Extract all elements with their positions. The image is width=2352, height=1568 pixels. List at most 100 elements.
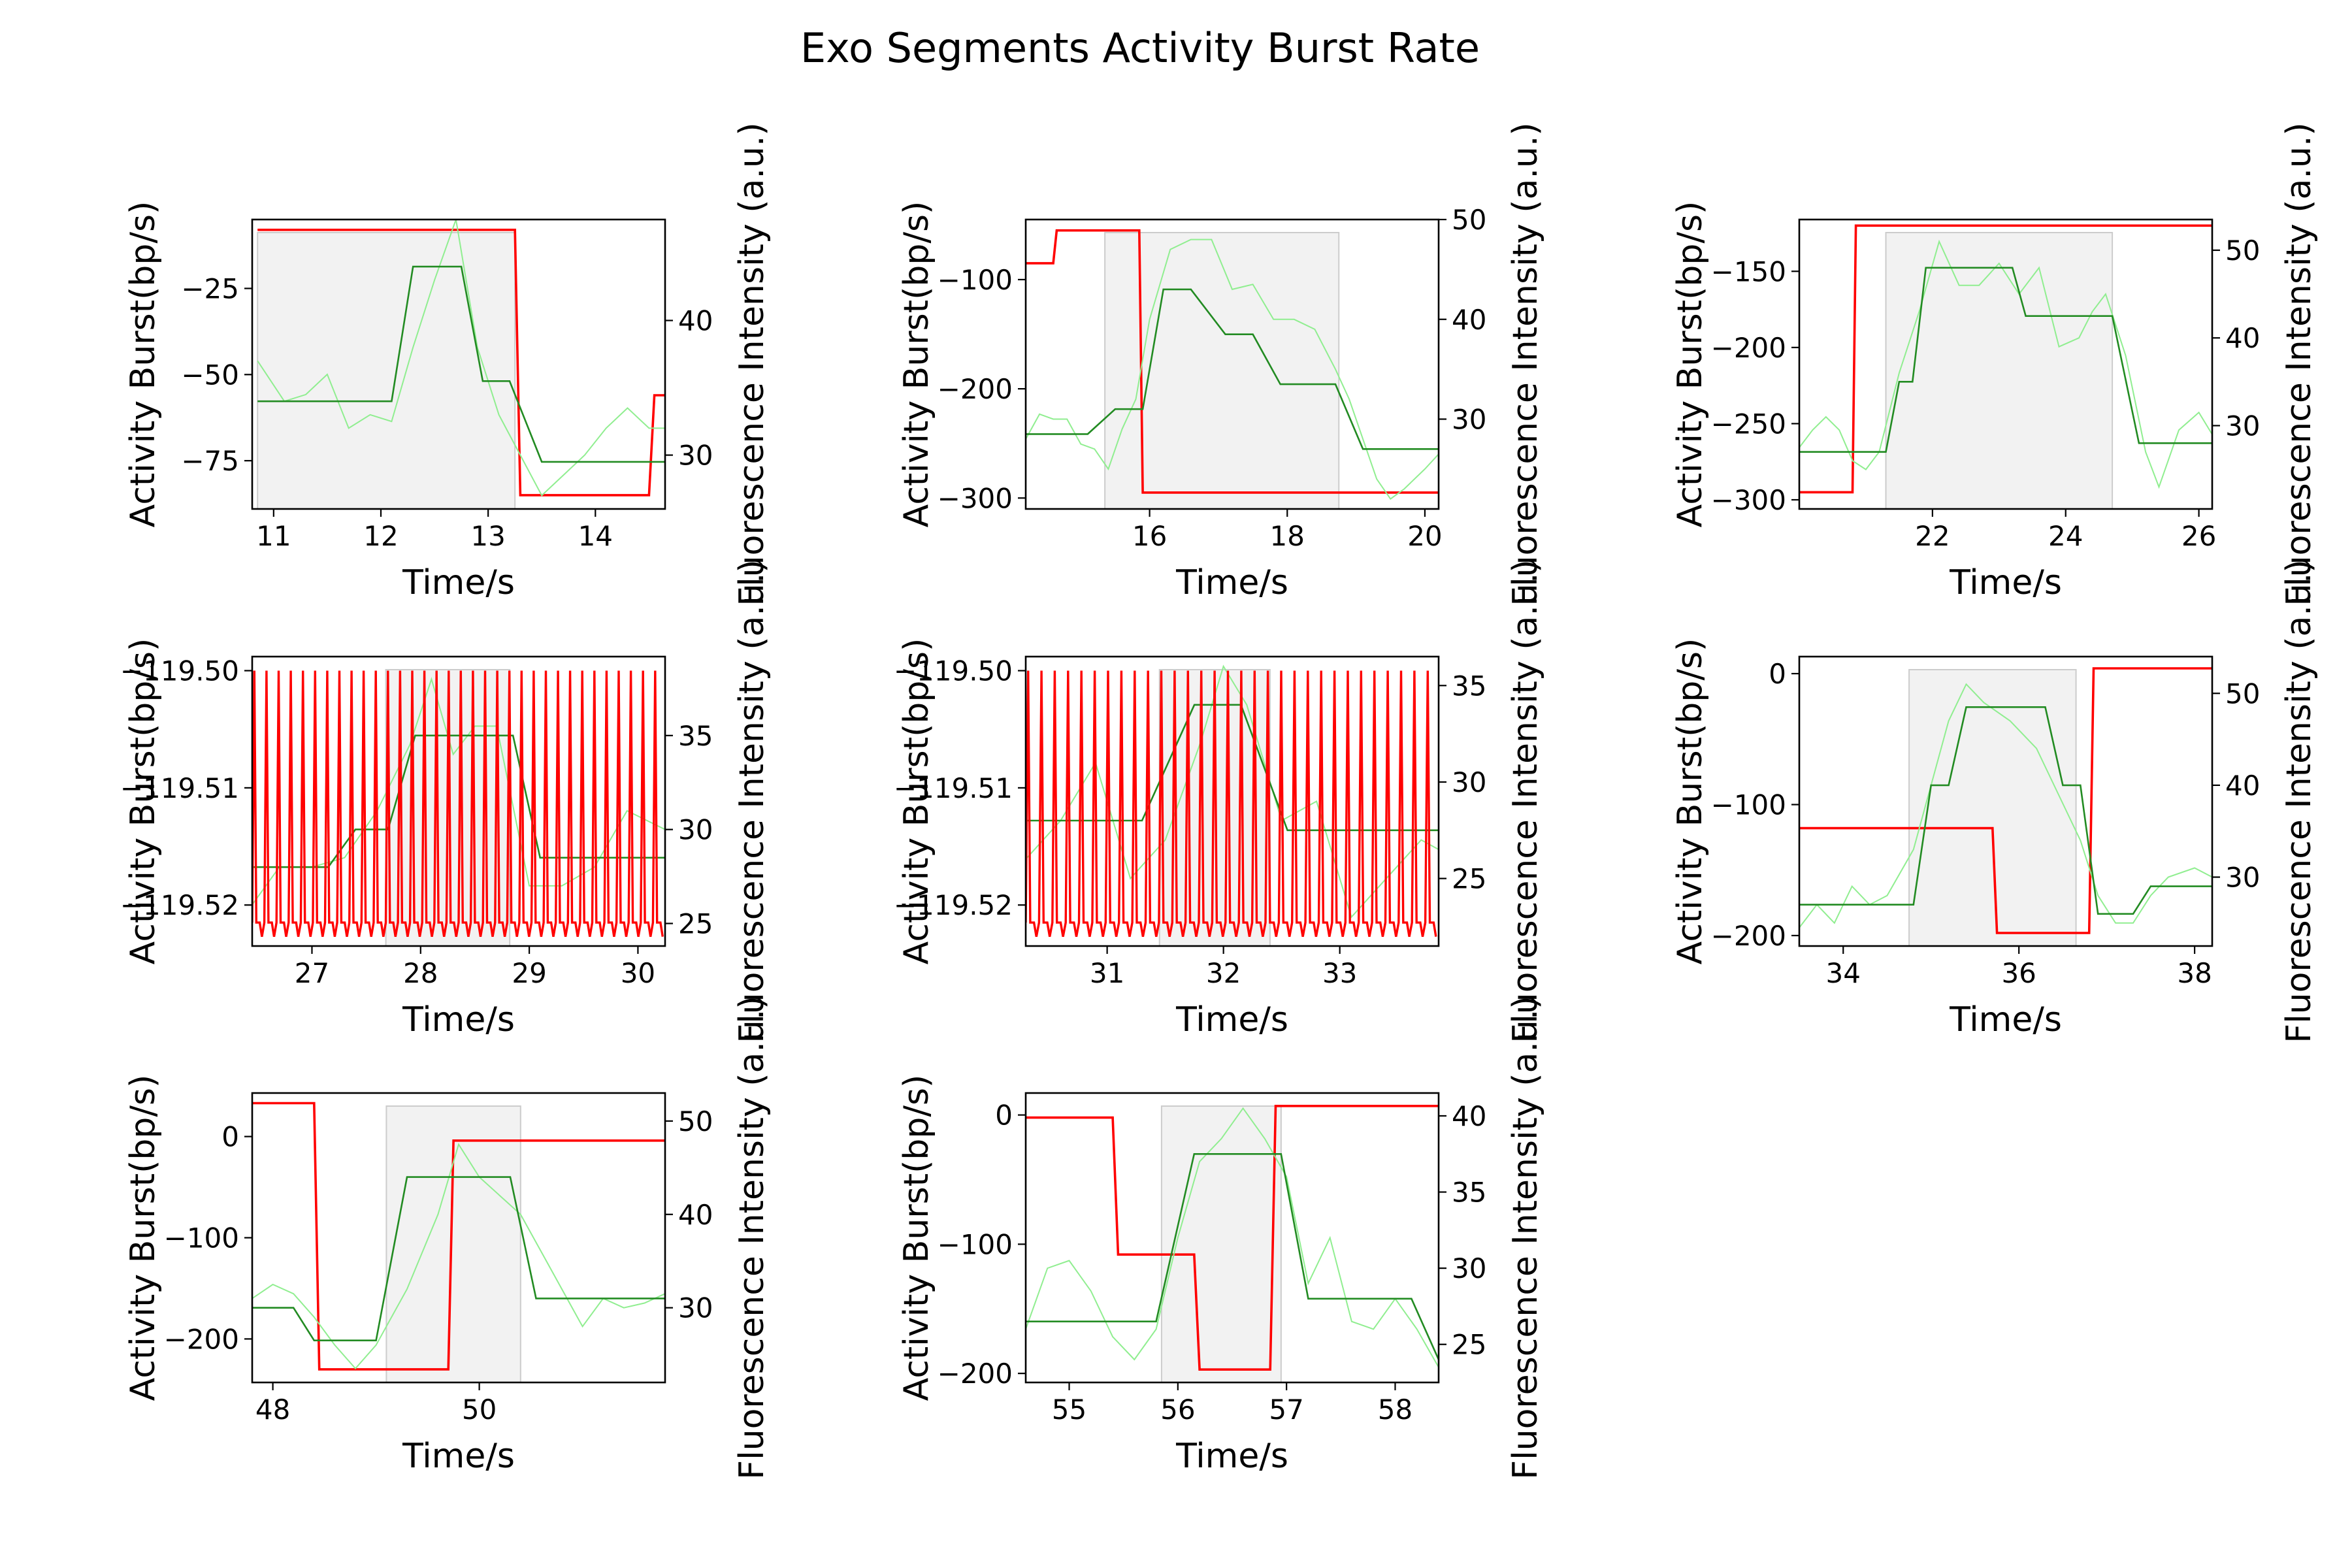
x-tick-label: 58	[1378, 1394, 1413, 1426]
figure-title: Exo Segments Activity Burst Rate	[800, 24, 1480, 72]
y-right-tick-label: 30	[1452, 1252, 1486, 1284]
subplot-6: 34 36 38 −200 −100 0 30 40 50 Time/s Activity Burs…	[1671, 559, 2319, 1043]
y-left-tick-label: −300	[938, 482, 1013, 514]
y-left-tick-label: −119.51	[894, 772, 1013, 804]
y-right-tick-label: 30	[1452, 404, 1486, 436]
axes-frame	[251, 218, 666, 510]
subplot-5: 31 32 33 −119.52 −119.51 −119.50 25 30 35 Time/s A…	[894, 559, 1545, 1043]
x-tick-label: 56	[1160, 1394, 1195, 1426]
axes-frame	[1024, 655, 1440, 947]
y-left-tick-label: −200	[1711, 920, 1786, 952]
burst-rate-line	[1799, 224, 2212, 494]
fluorescence-raw-line	[1799, 239, 2212, 489]
y-right-axis-label: Fluorescence Intensity (a.u.)	[1506, 996, 1545, 1479]
x-axis-label: Time/s	[1949, 563, 2062, 602]
y-right-axis-label: Fluorescence Intensity (a.u.)	[2279, 559, 2319, 1043]
y-right-tick-label: 30	[678, 814, 713, 846]
fluorescence-raw-line	[1026, 664, 1439, 919]
y-left-axis-label: Activity Burst(bp/s)	[897, 638, 936, 965]
y-right-axis-label: Fluorescence Intensity (a.u.)	[1506, 559, 1545, 1043]
y-right-tick-label: 40	[1452, 1100, 1486, 1132]
y-left-tick-label: −200	[1711, 332, 1786, 364]
y-left-tick-label: 0	[221, 1121, 239, 1153]
y-right-tick-label: 35	[1452, 670, 1486, 702]
x-tick-label: 11	[256, 520, 291, 552]
burst-rate-oscillation	[1026, 670, 1437, 938]
x-tick-label: 48	[255, 1394, 290, 1426]
x-tick-label: 18	[1270, 520, 1305, 552]
y-left-tick-label: −25	[181, 272, 239, 304]
y-right-axis-label: Fluorescence Intensity (a.u.)	[732, 122, 772, 606]
subplot-4: 27 28 29 30 −119.52 −119.51 −119.50 25 30 35 Time/…	[120, 559, 772, 1043]
fluorescence-raw-line	[252, 1143, 665, 1370]
x-tick-label: 36	[2001, 957, 2036, 989]
fluorescence-raw-line	[1799, 683, 2212, 928]
x-tick-label: 24	[2048, 520, 2083, 552]
x-axis-label: Time/s	[1949, 1000, 2062, 1039]
x-tick-label: 16	[1132, 520, 1167, 552]
x-tick-label: 38	[2177, 957, 2212, 989]
subplot-7: 48 50 −200 −100 0 30 40 50 Time/s Activity Burst(…	[123, 996, 772, 1479]
y-right-tick-label: 40	[678, 305, 713, 337]
plot-area	[257, 220, 665, 509]
y-right-tick-label: 50	[678, 1105, 713, 1137]
plot-area	[252, 1102, 665, 1382]
x-tick-label: 12	[363, 520, 398, 552]
y-left-tick-label: −50	[181, 359, 239, 391]
y-right-tick-label: 40	[678, 1199, 713, 1231]
fluorescence-raw-line	[1026, 238, 1439, 500]
x-tick-label: 32	[1206, 957, 1241, 989]
fluorescence-raw-line	[257, 220, 665, 497]
y-left-tick-label: 0	[1769, 658, 1786, 690]
burst-rate-oscillation	[252, 670, 664, 937]
y-left-tick-label: −100	[1711, 789, 1786, 821]
axes-frame	[1024, 218, 1440, 510]
fluorescence-step-line	[252, 1176, 665, 1341]
burst-rate-line	[1799, 667, 2212, 934]
y-right-axis-label: Fluorescence Intensity (a.u.)	[2279, 122, 2319, 606]
fluorescence-step-line	[1799, 706, 2212, 915]
y-right-axis-label: Fluorescence Intensity (a.u.)	[1506, 122, 1545, 606]
y-right-tick-label: 35	[1452, 1177, 1486, 1209]
y-right-tick-label: 30	[2225, 862, 2260, 894]
plot-area	[1799, 224, 2212, 509]
x-tick-label: 33	[1322, 957, 1357, 989]
y-right-tick-label: 30	[2225, 410, 2260, 442]
x-tick-label: 22	[1915, 520, 1950, 552]
y-left-axis-label: Activity Burst(bp/s)	[897, 201, 936, 528]
subplot-8: 55 56 57 58 −200 −100 0 25 30 35 40 Time/s Activity …	[897, 996, 1545, 1479]
y-left-tick-label: −150	[1711, 255, 1786, 287]
y-left-tick-label: −250	[1711, 408, 1786, 440]
x-tick-label: 31	[1090, 957, 1124, 989]
subplot-1: 11 12 13 14 −75 −50 −25 30 40 Time/s Activity Burs…	[123, 122, 772, 606]
fluorescence-step-line	[1799, 267, 2212, 453]
shaded-region	[1885, 232, 2114, 509]
y-left-tick-label: −100	[938, 1228, 1013, 1260]
x-axis-label: Time/s	[1175, 1000, 1288, 1039]
y-left-tick-label: −119.50	[894, 655, 1013, 687]
y-right-tick-label: 50	[1452, 204, 1486, 236]
x-axis-label: Time/s	[402, 1000, 515, 1039]
axes-frame	[1798, 218, 2213, 510]
y-right-tick-label: 25	[1452, 863, 1486, 895]
axes-frame	[1024, 1092, 1440, 1384]
x-tick-label: 13	[470, 520, 505, 552]
fluorescence-step-line	[257, 265, 665, 463]
y-right-tick-label: 40	[2225, 770, 2260, 802]
x-tick-label: 14	[578, 520, 613, 552]
y-right-tick-label: 50	[2225, 235, 2260, 267]
y-left-tick-label: −119.52	[894, 889, 1013, 921]
x-tick-label: 34	[1826, 957, 1861, 989]
burst-rate-line	[1026, 1105, 1439, 1371]
y-left-axis-label: Activity Burst(bp/s)	[123, 201, 163, 528]
plot-area	[1799, 667, 2212, 946]
y-left-axis-label: Activity Burst(bp/s)	[897, 1075, 936, 1401]
shaded-region	[1104, 232, 1340, 509]
x-tick-label: 29	[512, 957, 546, 989]
x-tick-label: 50	[462, 1394, 497, 1426]
y-left-axis-label: Activity Burst(bp/s)	[1671, 201, 1710, 528]
fluorescence-raw-line	[1026, 1107, 1439, 1368]
y-right-axis-label: Fluorescence Intensity (a.u.)	[732, 996, 772, 1479]
fluorescence-step-line	[1026, 1153, 1439, 1360]
